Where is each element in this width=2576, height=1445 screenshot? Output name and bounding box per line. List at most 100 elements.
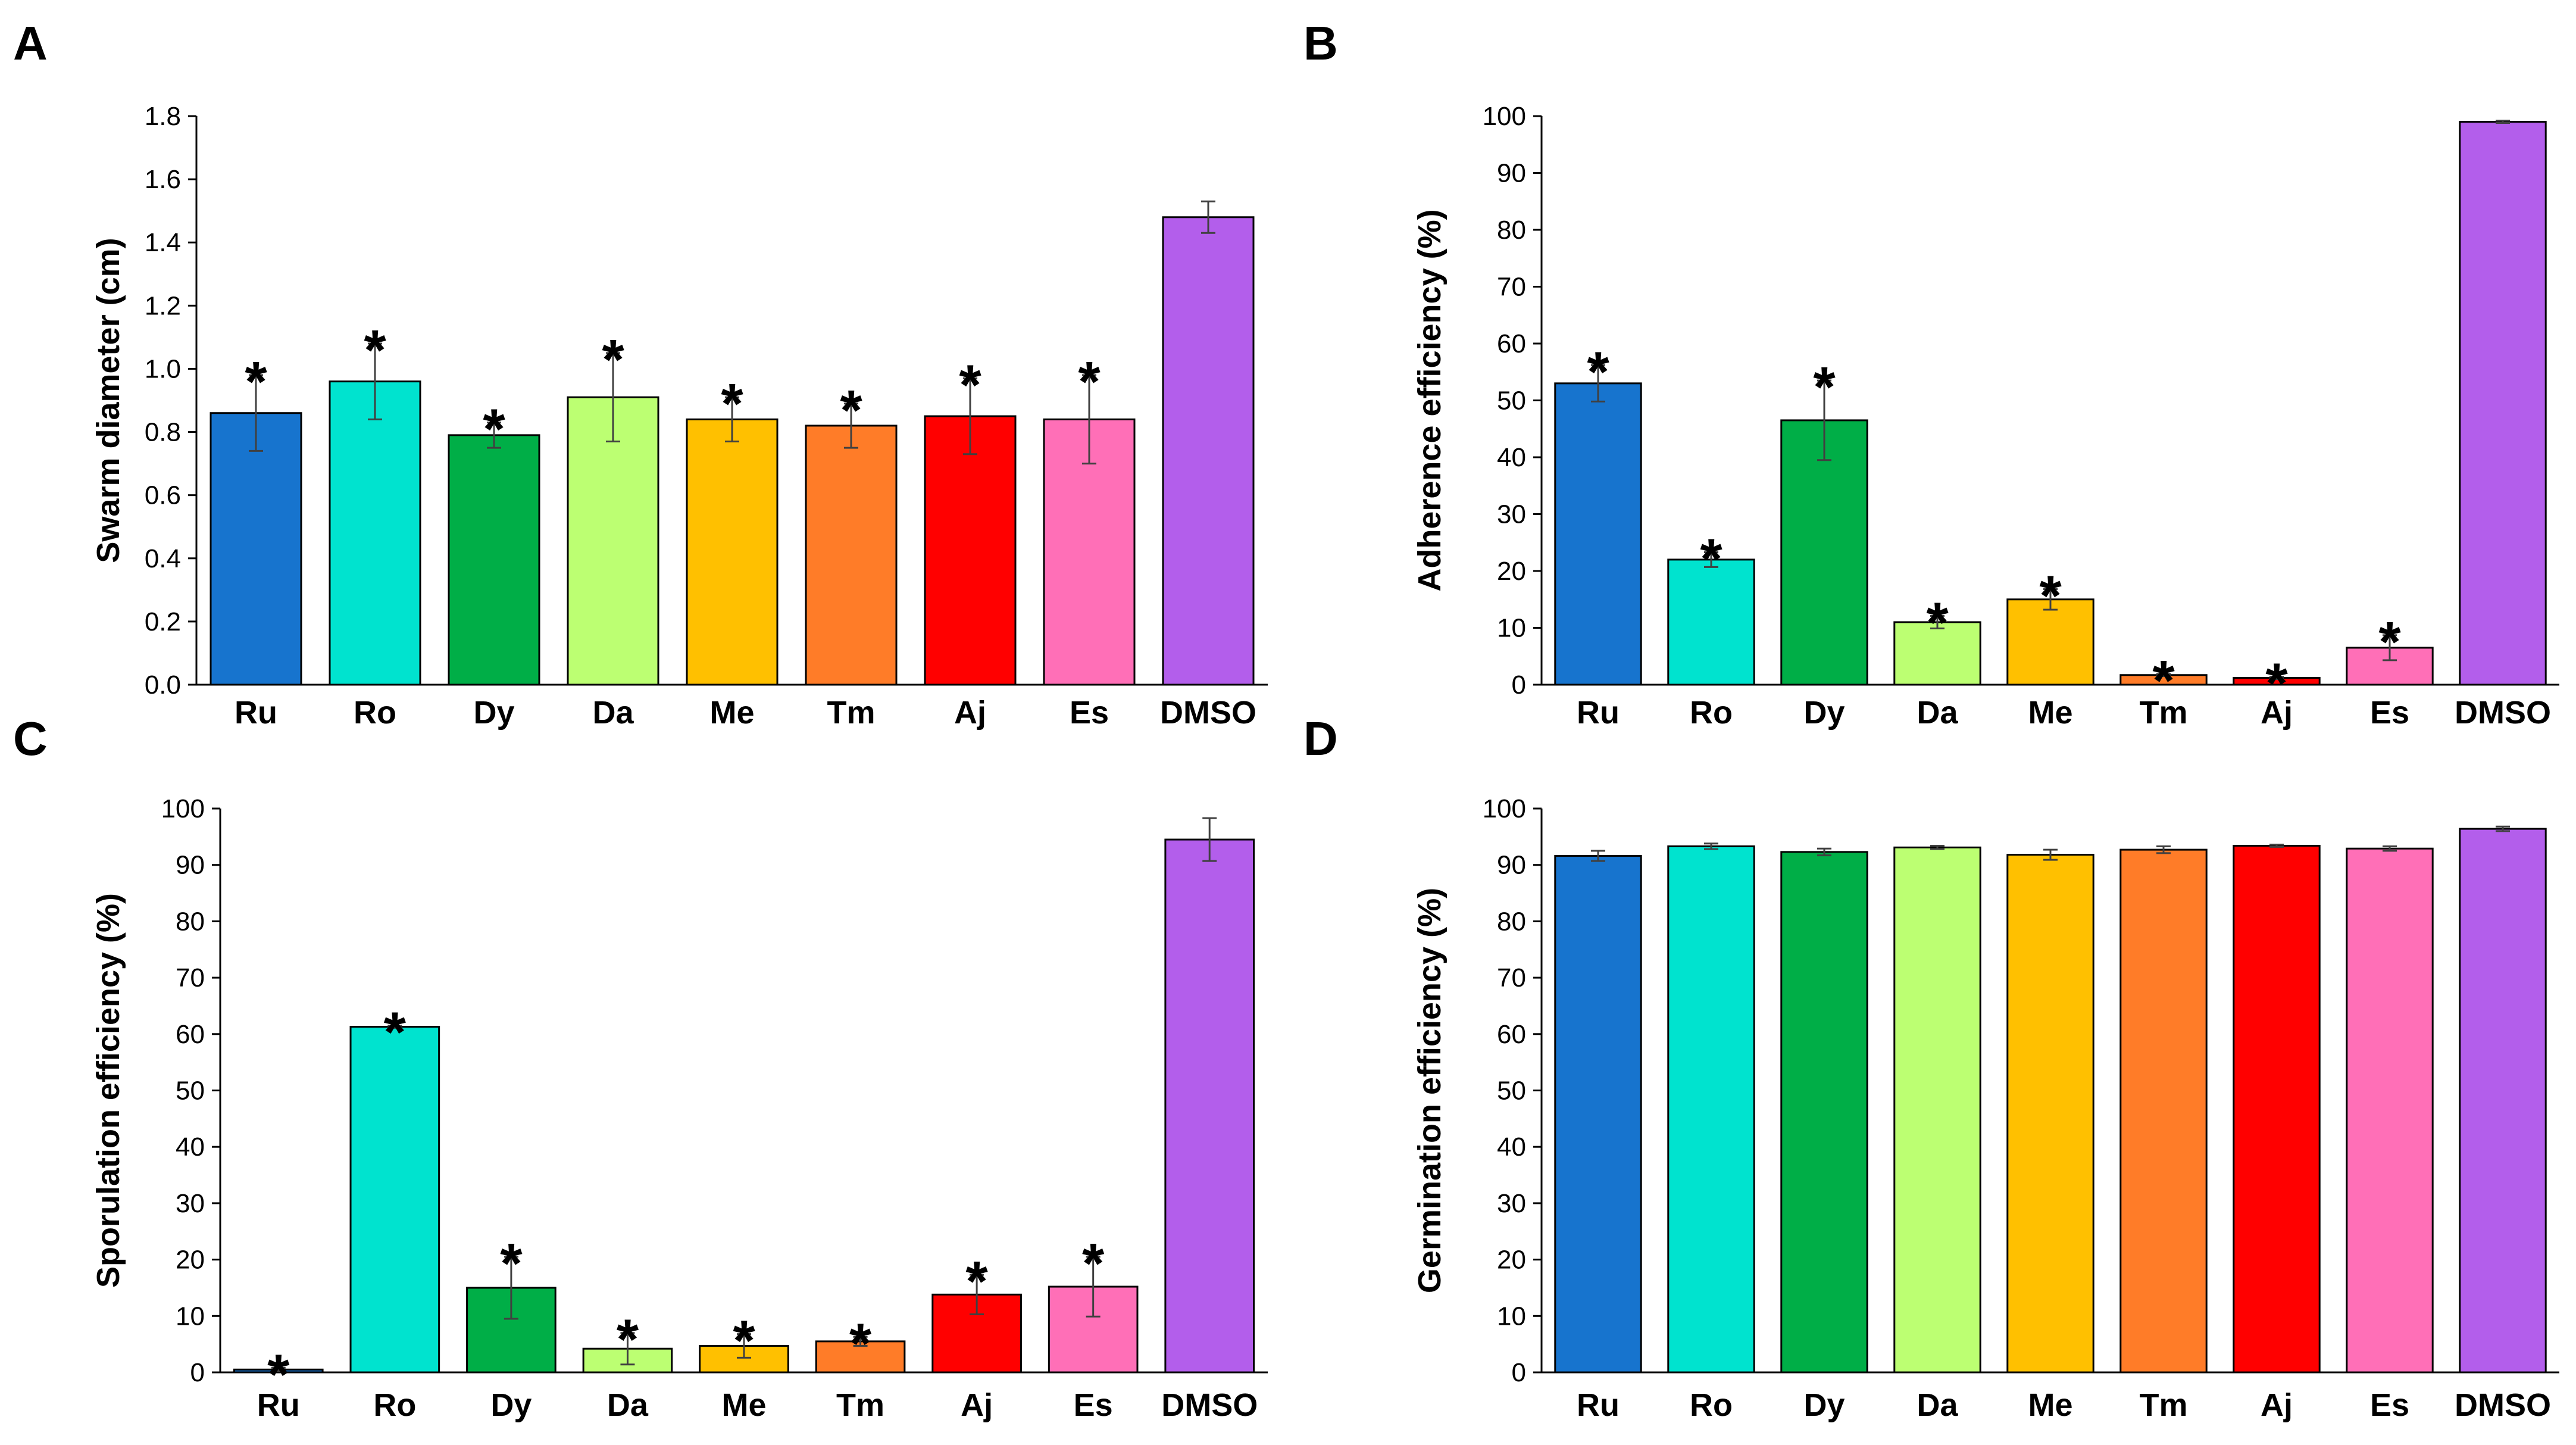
panel-a-bar-ru xyxy=(210,412,302,686)
panel-b-y-tick-label: 0 xyxy=(1512,670,1526,700)
panel-a-y-tick-label: 1.6 xyxy=(145,165,181,194)
panel-b-significance-star-ru: * xyxy=(1587,340,1609,404)
panel-d-x-label-da: Da xyxy=(1917,1387,1958,1423)
panel-a-x-label-ro: Ro xyxy=(354,695,396,731)
panel-b-bar-dmso xyxy=(2459,121,2547,686)
panel-c-y-tick-label: 70 xyxy=(176,963,205,993)
panel-a-significance-star-aj: * xyxy=(959,353,981,417)
panel-a-x-label-da: Da xyxy=(592,695,634,731)
panel-d-x-label-tm: Tm xyxy=(2140,1387,2188,1423)
panel-b-y-tick-label: 90 xyxy=(1497,159,1526,188)
panel-c-y-tick-label: 0 xyxy=(190,1358,205,1387)
panel-a-x-label-dmso: DMSO xyxy=(1160,695,1256,731)
panel-c-y-tick-label: 10 xyxy=(176,1302,205,1331)
panel-a-bar-tm xyxy=(805,425,898,686)
panel-c-y-tick-label: 80 xyxy=(176,907,205,936)
panel-b-significance-star-aj: * xyxy=(2265,652,2288,716)
panel-b-y-tick-label: 20 xyxy=(1497,557,1526,586)
panel-a-bar-ro xyxy=(329,380,421,686)
panel-b-x-label-ro: Ro xyxy=(1690,695,1733,731)
panel-b-x-label-aj: Aj xyxy=(2261,695,2293,731)
panel-d-bar-dmso xyxy=(2459,828,2547,1374)
panel-c-x-label-tm: Tm xyxy=(836,1387,884,1423)
panel-d-bar-es xyxy=(2346,847,2434,1374)
panel-d-y-axis-title: Germination efficiency (%) xyxy=(1412,888,1448,1293)
panel-c-bar-ro xyxy=(349,1025,440,1374)
panel-d-bar-ru xyxy=(1554,855,1642,1374)
panel-c-y-tick-label: 40 xyxy=(176,1132,205,1162)
panel-a-y-tick-label: 0.2 xyxy=(145,607,181,636)
panel-d-y-tick-label: 10 xyxy=(1497,1302,1526,1331)
panel-c-significance-star-es: * xyxy=(1082,1232,1105,1296)
panel-b-significance-star-ro: * xyxy=(1700,527,1722,591)
panel-b-x-label-dy: Dy xyxy=(1803,695,1845,731)
panel-a-y-tick-label: 0.4 xyxy=(145,544,181,573)
panel-c-y-tick-label: 60 xyxy=(176,1020,205,1049)
panel-b-x-label-es: Es xyxy=(2370,695,2409,731)
panel-a-bar-me xyxy=(686,418,779,686)
panel-c-significance-star-ru: * xyxy=(267,1343,290,1406)
panel-d-y-tick-label: 80 xyxy=(1497,907,1526,936)
panel-d-x-label-ru: Ru xyxy=(1577,1387,1620,1423)
panel-c-x-label-aj: Aj xyxy=(961,1387,993,1423)
panel-b-significance-star-es: * xyxy=(2378,610,2401,674)
panel-c-y-tick-label: 100 xyxy=(161,794,205,823)
panel-b-y-tick-label: 100 xyxy=(1483,102,1526,131)
panel-a-x-label-ru: Ru xyxy=(235,695,277,731)
panel-c-y-tick-label: 20 xyxy=(176,1246,205,1275)
panel-b-y-axis-title: Adherence efficiency (%) xyxy=(1412,209,1448,591)
panel-d-x-label-aj: Aj xyxy=(2261,1387,2293,1423)
panel-letter-c: C xyxy=(13,712,48,765)
panel-b-bar-me xyxy=(2006,598,2094,686)
panel-a-significance-star-tm: * xyxy=(840,379,862,442)
panel-d-y-tick-label: 0 xyxy=(1512,1358,1526,1387)
panel-d-y-tick-label: 90 xyxy=(1497,851,1526,880)
panel-c-bar-dmso xyxy=(1164,838,1255,1374)
panel-c-significance-star-ro: * xyxy=(384,1001,407,1065)
panel-b-adherence-chart: 0 10 20 30 40 50 60 70 80 90 100 Adherence efficien… xyxy=(1412,102,2559,731)
panel-c-sporulation-chart: 0 10 20 30 40 50 60 70 80 90 100 Sporulation effici… xyxy=(90,794,1268,1423)
panel-b-y-tick-label: 50 xyxy=(1497,386,1526,416)
panel-a-y-tick-label: 0.0 xyxy=(145,670,181,700)
panel-c-significance-star-tm: * xyxy=(849,1312,872,1375)
panel-b-x-label-me: Me xyxy=(2028,695,2072,731)
panel-c-significance-star-da: * xyxy=(617,1308,639,1372)
panel-b-bar-ro xyxy=(1667,558,1755,686)
panel-a-x-label-dy: Dy xyxy=(473,695,514,731)
panel-d-y-tick-label: 60 xyxy=(1497,1020,1526,1049)
panel-b-significance-star-da: * xyxy=(1926,591,1949,654)
panel-c-x-label-da: Da xyxy=(607,1387,649,1423)
panel-a-y-tick-label: 0.8 xyxy=(145,418,181,447)
panel-b-bar-dy xyxy=(1780,419,1868,686)
panel-d-y-tick-label: 100 xyxy=(1483,794,1526,823)
panel-b-y-tick-label: 80 xyxy=(1497,216,1526,245)
panel-a-y-tick-label: 1.8 xyxy=(145,102,181,131)
panel-a-x-label-es: Es xyxy=(1070,695,1109,731)
panel-c-x-label-dmso: DMSO xyxy=(1161,1387,1258,1423)
panel-d-y-tick-label: 70 xyxy=(1497,963,1526,993)
panel-b-significance-star-me: * xyxy=(2039,564,2062,628)
panel-d-y-tick-label: 40 xyxy=(1497,1132,1526,1162)
panel-b-y-tick-label: 70 xyxy=(1497,273,1526,302)
panel-c-x-label-me: Me xyxy=(721,1387,766,1423)
panel-d-y-tick-label: 30 xyxy=(1497,1189,1526,1218)
panel-a-y-tick-label: 0.6 xyxy=(145,481,181,510)
panel-c-x-label-dy: Dy xyxy=(490,1387,532,1423)
panel-b-x-label-dmso: DMSO xyxy=(2455,695,2551,731)
panel-a-x-label-me: Me xyxy=(709,695,754,731)
panel-d-bar-aj xyxy=(2233,845,2321,1374)
panel-b-y-tick-label: 40 xyxy=(1497,443,1526,472)
panel-b-x-label-ru: Ru xyxy=(1577,695,1620,731)
panel-d-x-label-ro: Ro xyxy=(1690,1387,1733,1423)
panel-a-significance-star-ru: * xyxy=(245,350,267,414)
panel-letter-a: A xyxy=(13,17,48,70)
panel-b-bar-da xyxy=(1893,621,1981,686)
panel-a-swarm-chart: 0.0 0.2 0.4 0.6 0.8 1.0 1.2 1.4 1.6 1.8 Swarm diam… xyxy=(90,102,1268,731)
panel-c-x-label-es: Es xyxy=(1074,1387,1113,1423)
panel-d-bar-da xyxy=(1893,846,1981,1374)
panel-d-x-label-dy: Dy xyxy=(1803,1387,1845,1423)
panel-c-y-tick-label: 90 xyxy=(176,851,205,880)
panel-d-bar-dy xyxy=(1780,851,1868,1374)
panel-a-bar-dy xyxy=(448,434,540,686)
